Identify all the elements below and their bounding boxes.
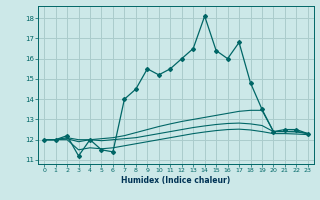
X-axis label: Humidex (Indice chaleur): Humidex (Indice chaleur): [121, 176, 231, 185]
